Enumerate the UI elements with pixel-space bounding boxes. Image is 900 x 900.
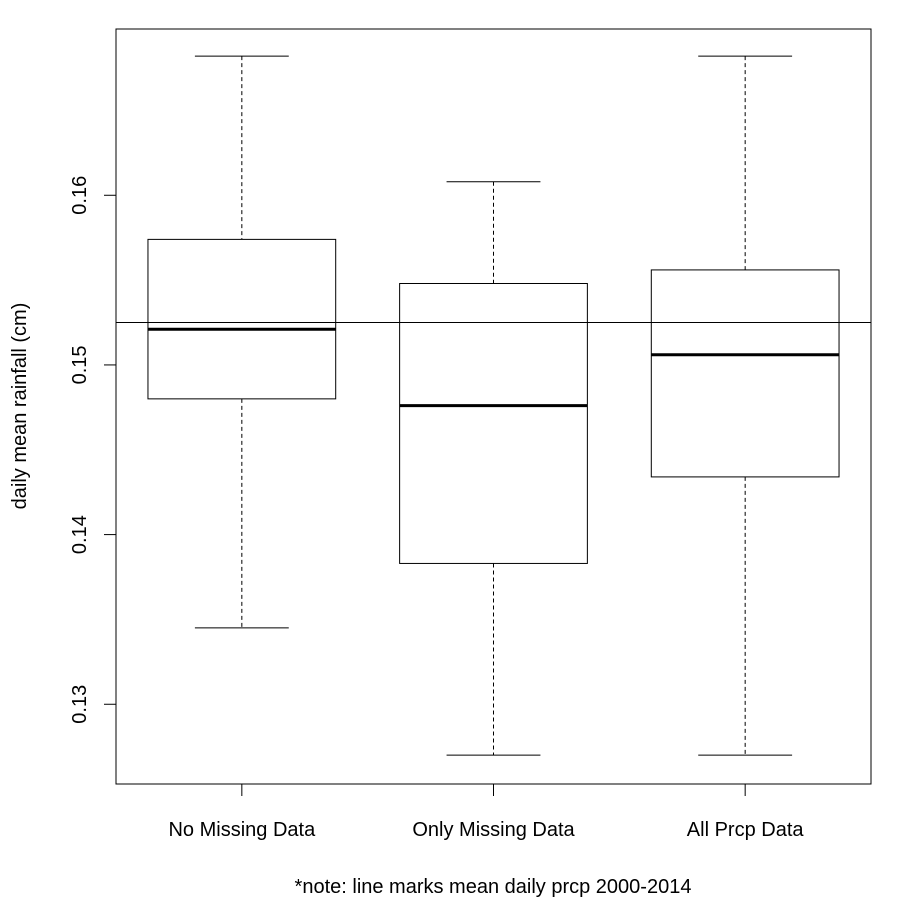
y-tick-label: 0.14: [69, 515, 91, 554]
x-axis-title: *note: line marks mean daily prcp 2000-2…: [295, 876, 692, 898]
boxes-layer: [147, 55, 840, 756]
y-tick-label: 0.16: [69, 176, 91, 215]
x-axis: No Missing Data Only Missing Data All Prcp…: [168, 784, 804, 841]
iqr-box: [399, 282, 588, 564]
box-0: [147, 55, 337, 629]
y-axis-title: daily mean rainfall (cm): [9, 303, 31, 510]
x-tick-label: Only Missing Data: [412, 819, 575, 841]
x-tick-label: All Prcp Data: [687, 819, 805, 841]
y-tick-label: 0.13: [69, 685, 91, 724]
y-axis: 0.13 0.14 0.15 0.16: [69, 176, 117, 724]
x-tick-label: No Missing Data: [168, 819, 316, 841]
iqr-box: [147, 238, 337, 400]
y-tick-label: 0.15: [69, 345, 91, 384]
box-2: [650, 55, 840, 756]
box-1: [399, 181, 588, 756]
iqr-box: [650, 269, 840, 478]
